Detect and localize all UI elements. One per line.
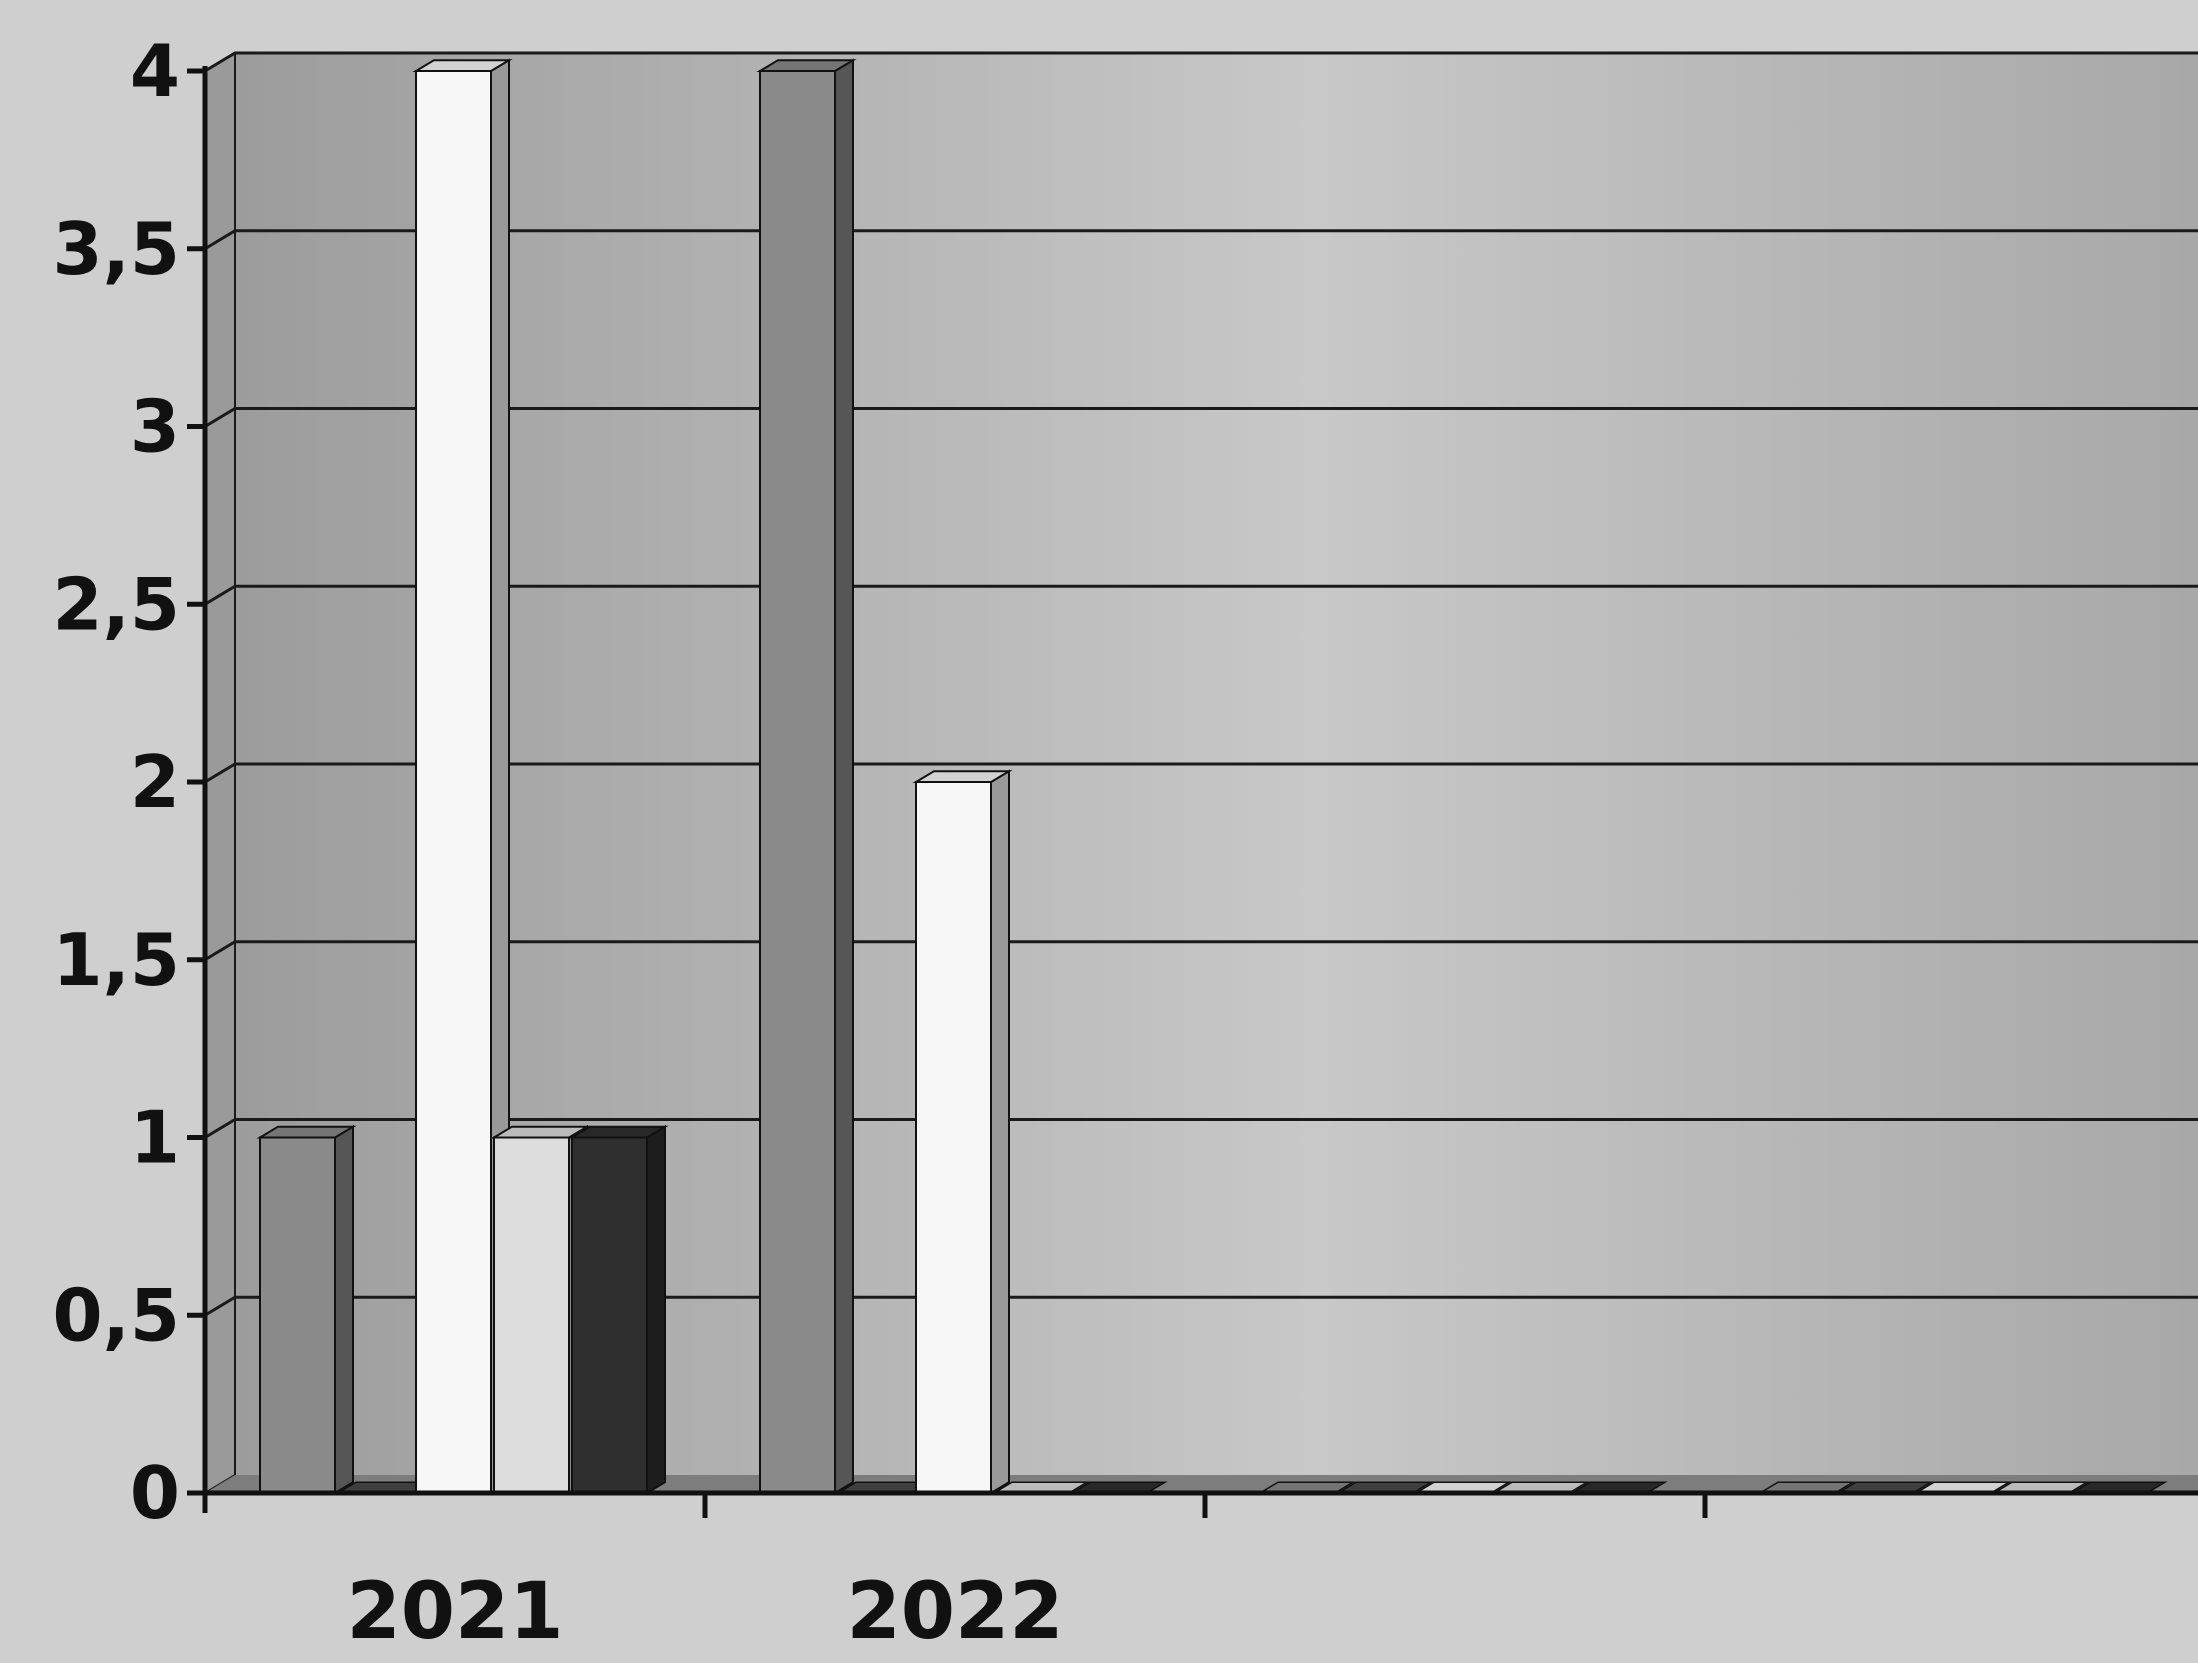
- y-tick-label: 3: [130, 385, 180, 469]
- bar: [256, 1124, 357, 1495]
- gridline: [204, 51, 2198, 73]
- x-tick-label: 2022: [846, 1567, 1063, 1657]
- gridline: [204, 940, 2198, 962]
- y-tick-label: 1: [130, 1096, 180, 1180]
- y-tick-label: 0,5: [52, 1273, 180, 1357]
- gridline: [204, 584, 2198, 606]
- floor: [205, 1475, 2198, 1493]
- bar: [756, 58, 857, 1495]
- bar: [412, 58, 513, 1495]
- y-tick-label: 2,5: [52, 562, 180, 646]
- y-tick-label: 1,5: [52, 918, 180, 1002]
- gridline: [204, 229, 2198, 251]
- gridline: [204, 407, 2198, 428]
- gridline: [204, 762, 2198, 784]
- x-tick-label: 2021: [346, 1567, 563, 1657]
- gridline: [204, 1118, 2198, 1139]
- y-tick-label: 2: [130, 740, 180, 824]
- y-tick-label: 3,5: [52, 207, 180, 291]
- y-tick-label: 0: [130, 1451, 180, 1535]
- gridline: [204, 1295, 2198, 1317]
- y-tick-label: 4: [130, 29, 180, 113]
- bar: [568, 1124, 669, 1495]
- bar: [912, 769, 1013, 1495]
